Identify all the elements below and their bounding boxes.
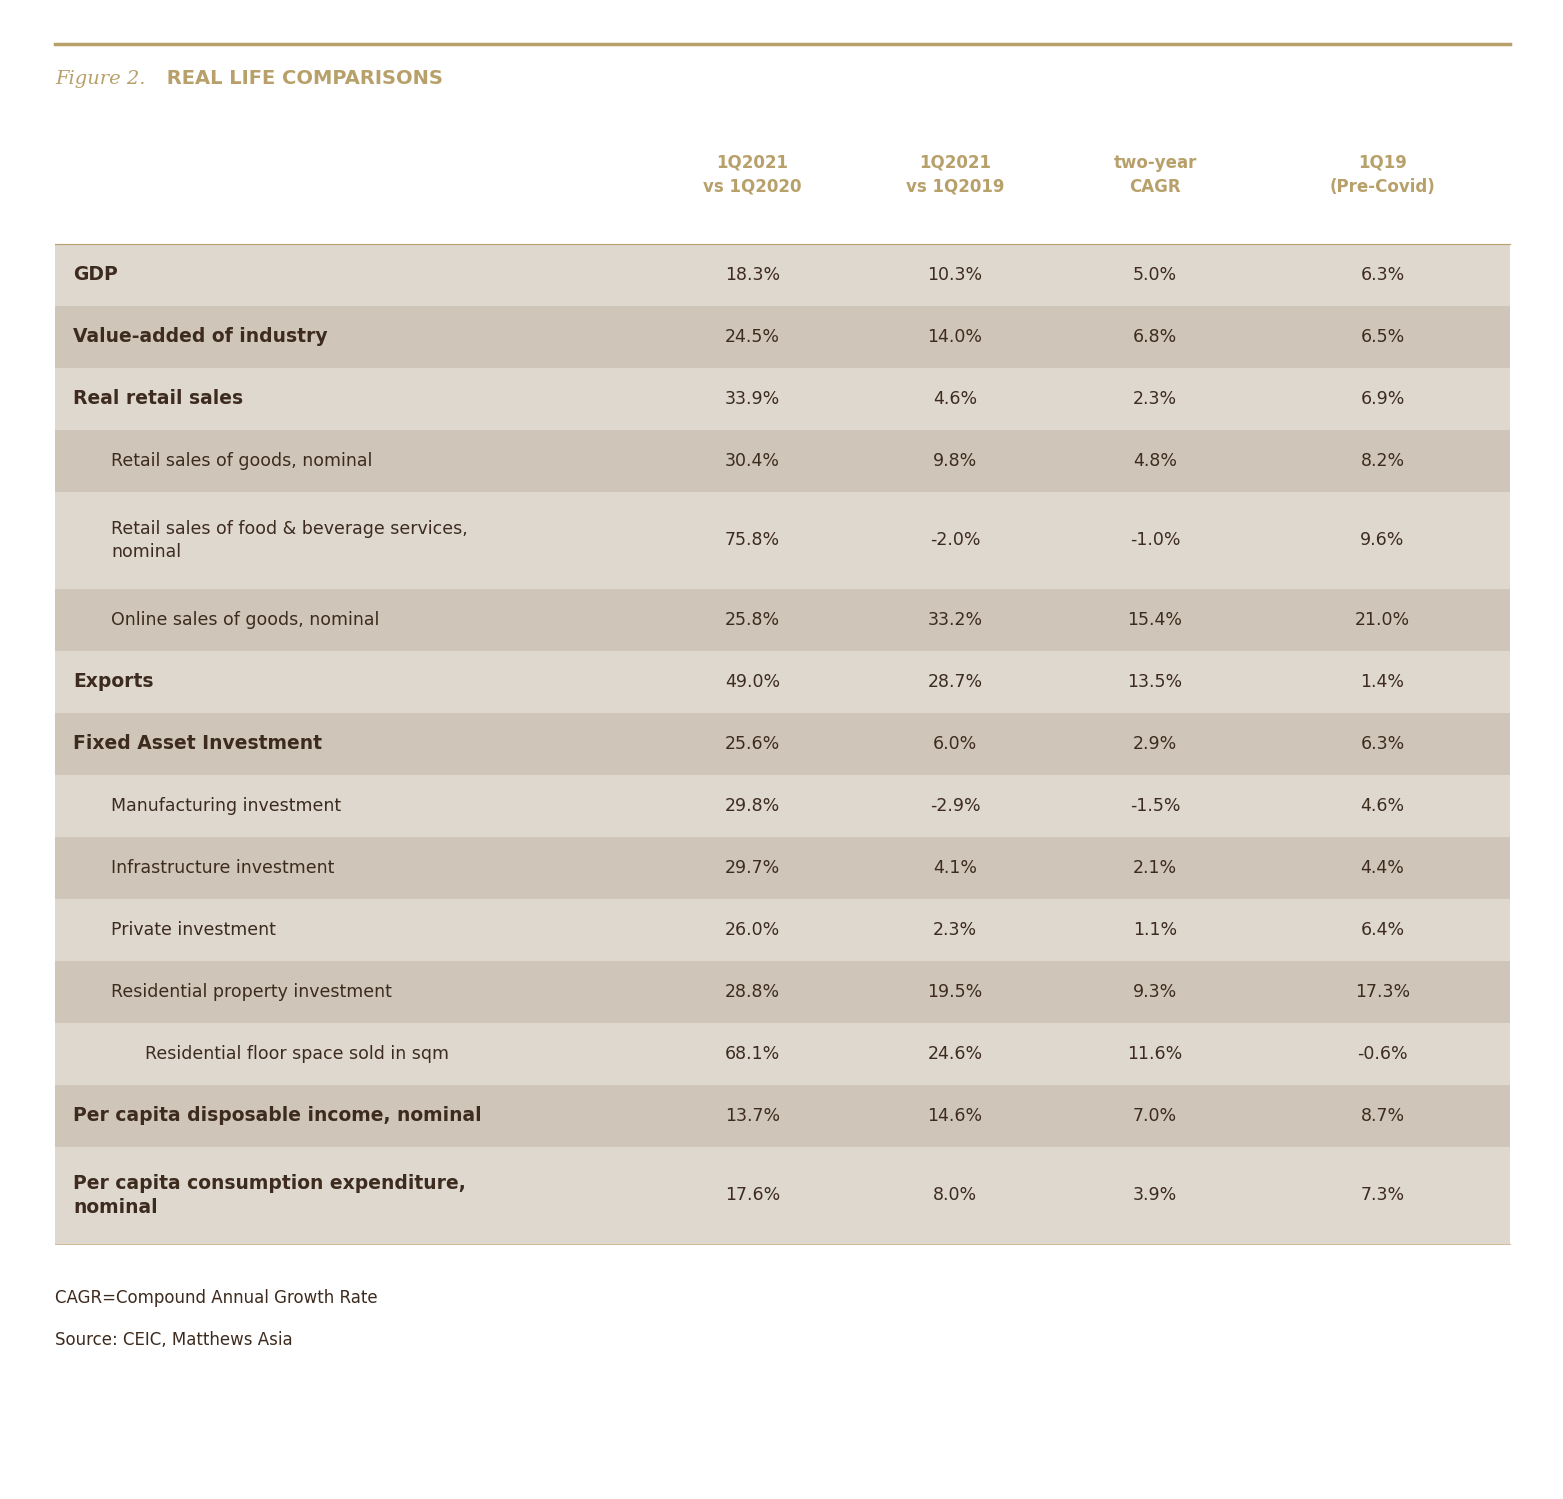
Text: 13.7%: 13.7% bbox=[725, 1106, 780, 1126]
Text: Per capita disposable income, nominal: Per capita disposable income, nominal bbox=[73, 1106, 481, 1126]
Bar bbox=[55, 589, 1510, 651]
Text: 75.8%: 75.8% bbox=[725, 532, 780, 550]
Text: two-year
CAGR: two-year CAGR bbox=[1113, 154, 1197, 195]
Text: 6.4%: 6.4% bbox=[1360, 920, 1405, 938]
Text: Private investment: Private investment bbox=[111, 920, 277, 938]
Text: Residential floor space sold in sqm: Residential floor space sold in sqm bbox=[145, 1045, 449, 1063]
Bar bbox=[55, 1085, 1510, 1147]
Text: 3.9%: 3.9% bbox=[1133, 1187, 1177, 1205]
Text: 25.8%: 25.8% bbox=[725, 612, 780, 630]
Text: 6.9%: 6.9% bbox=[1360, 390, 1405, 408]
Text: Per capita consumption expenditure,
nominal: Per capita consumption expenditure, nomi… bbox=[73, 1174, 466, 1217]
Text: 9.8%: 9.8% bbox=[933, 453, 977, 471]
Text: Value-added of industry: Value-added of industry bbox=[73, 327, 328, 346]
Text: 30.4%: 30.4% bbox=[725, 453, 780, 471]
Text: REAL LIFE COMPARISONS: REAL LIFE COMPARISONS bbox=[159, 69, 442, 88]
Bar bbox=[55, 961, 1510, 1022]
Text: 15.4%: 15.4% bbox=[1127, 612, 1183, 630]
Bar bbox=[55, 836, 1510, 899]
Text: 17.3%: 17.3% bbox=[1355, 983, 1410, 1001]
Text: 33.2%: 33.2% bbox=[927, 612, 983, 630]
Text: 21.0%: 21.0% bbox=[1355, 612, 1410, 630]
Text: GDP: GDP bbox=[73, 265, 117, 285]
Bar bbox=[55, 899, 1510, 961]
Bar bbox=[55, 430, 1510, 492]
Text: Online sales of goods, nominal: Online sales of goods, nominal bbox=[111, 612, 380, 630]
Text: 1.1%: 1.1% bbox=[1133, 920, 1177, 938]
Text: -2.9%: -2.9% bbox=[930, 797, 980, 815]
Text: 13.5%: 13.5% bbox=[1127, 673, 1183, 691]
Text: 10.3%: 10.3% bbox=[927, 265, 983, 283]
Text: 6.0%: 6.0% bbox=[933, 735, 977, 752]
Text: 1Q19
(Pre-Covid): 1Q19 (Pre-Covid) bbox=[1330, 154, 1435, 195]
Text: Real retail sales: Real retail sales bbox=[73, 390, 244, 409]
Text: Fixed Asset Investment: Fixed Asset Investment bbox=[73, 735, 322, 754]
Text: 2.3%: 2.3% bbox=[1133, 390, 1177, 408]
Text: 14.6%: 14.6% bbox=[927, 1106, 983, 1126]
Text: 24.6%: 24.6% bbox=[927, 1045, 983, 1063]
Text: Figure 2.: Figure 2. bbox=[55, 70, 145, 88]
Text: 4.8%: 4.8% bbox=[1133, 453, 1177, 471]
Text: 25.6%: 25.6% bbox=[725, 735, 780, 752]
Text: 6.3%: 6.3% bbox=[1360, 735, 1405, 752]
Text: 19.5%: 19.5% bbox=[927, 983, 983, 1001]
Text: 2.3%: 2.3% bbox=[933, 920, 977, 938]
Text: -0.6%: -0.6% bbox=[1357, 1045, 1408, 1063]
Text: 9.3%: 9.3% bbox=[1133, 983, 1177, 1001]
Text: Residential property investment: Residential property investment bbox=[111, 983, 392, 1001]
Text: 9.6%: 9.6% bbox=[1360, 532, 1405, 550]
Text: Infrastructure investment: Infrastructure investment bbox=[111, 859, 334, 877]
Text: 4.6%: 4.6% bbox=[1360, 797, 1405, 815]
Text: 6.5%: 6.5% bbox=[1360, 328, 1405, 346]
Text: Exports: Exports bbox=[73, 673, 153, 691]
Text: 2.9%: 2.9% bbox=[1133, 735, 1177, 752]
Text: Retail sales of food & beverage services,
nominal: Retail sales of food & beverage services… bbox=[111, 520, 467, 561]
Text: 26.0%: 26.0% bbox=[725, 920, 780, 938]
Bar bbox=[55, 367, 1510, 430]
Text: 4.1%: 4.1% bbox=[933, 859, 977, 877]
Text: -1.5%: -1.5% bbox=[1130, 797, 1180, 815]
Text: 1.4%: 1.4% bbox=[1360, 673, 1405, 691]
Text: 6.3%: 6.3% bbox=[1360, 265, 1405, 283]
Bar bbox=[55, 775, 1510, 836]
Text: 29.7%: 29.7% bbox=[725, 859, 780, 877]
Bar bbox=[55, 492, 1510, 589]
Text: 1Q2021
vs 1Q2019: 1Q2021 vs 1Q2019 bbox=[905, 154, 1005, 195]
Bar bbox=[55, 714, 1510, 775]
Text: 68.1%: 68.1% bbox=[725, 1045, 780, 1063]
Text: 29.8%: 29.8% bbox=[725, 797, 780, 815]
Bar bbox=[55, 306, 1510, 367]
Text: 8.7%: 8.7% bbox=[1360, 1106, 1405, 1126]
Text: 1Q2021
vs 1Q2020: 1Q2021 vs 1Q2020 bbox=[703, 154, 802, 195]
Text: 6.8%: 6.8% bbox=[1133, 328, 1177, 346]
Text: 49.0%: 49.0% bbox=[725, 673, 780, 691]
Text: 2.1%: 2.1% bbox=[1133, 859, 1177, 877]
Text: 5.0%: 5.0% bbox=[1133, 265, 1177, 283]
Bar bbox=[55, 1022, 1510, 1085]
Text: 8.2%: 8.2% bbox=[1360, 453, 1405, 471]
Text: 8.0%: 8.0% bbox=[933, 1187, 977, 1205]
Text: 28.7%: 28.7% bbox=[927, 673, 983, 691]
Text: Source: CEIC, Matthews Asia: Source: CEIC, Matthews Asia bbox=[55, 1331, 292, 1349]
Bar bbox=[55, 244, 1510, 306]
Text: 17.6%: 17.6% bbox=[725, 1187, 780, 1205]
Text: 11.6%: 11.6% bbox=[1127, 1045, 1183, 1063]
Text: 4.4%: 4.4% bbox=[1360, 859, 1405, 877]
Bar bbox=[55, 651, 1510, 714]
Text: -2.0%: -2.0% bbox=[930, 532, 980, 550]
Text: 14.0%: 14.0% bbox=[927, 328, 983, 346]
Text: 28.8%: 28.8% bbox=[725, 983, 780, 1001]
Text: 7.3%: 7.3% bbox=[1360, 1187, 1405, 1205]
Text: 18.3%: 18.3% bbox=[725, 265, 780, 283]
Text: Retail sales of goods, nominal: Retail sales of goods, nominal bbox=[111, 453, 372, 471]
Text: 4.6%: 4.6% bbox=[933, 390, 977, 408]
Bar bbox=[55, 1147, 1510, 1244]
Text: 7.0%: 7.0% bbox=[1133, 1106, 1177, 1126]
Text: CAGR=Compound Annual Growth Rate: CAGR=Compound Annual Growth Rate bbox=[55, 1289, 378, 1307]
Text: -1.0%: -1.0% bbox=[1130, 532, 1180, 550]
Text: 24.5%: 24.5% bbox=[725, 328, 780, 346]
Text: Manufacturing investment: Manufacturing investment bbox=[111, 797, 341, 815]
Text: 33.9%: 33.9% bbox=[725, 390, 780, 408]
